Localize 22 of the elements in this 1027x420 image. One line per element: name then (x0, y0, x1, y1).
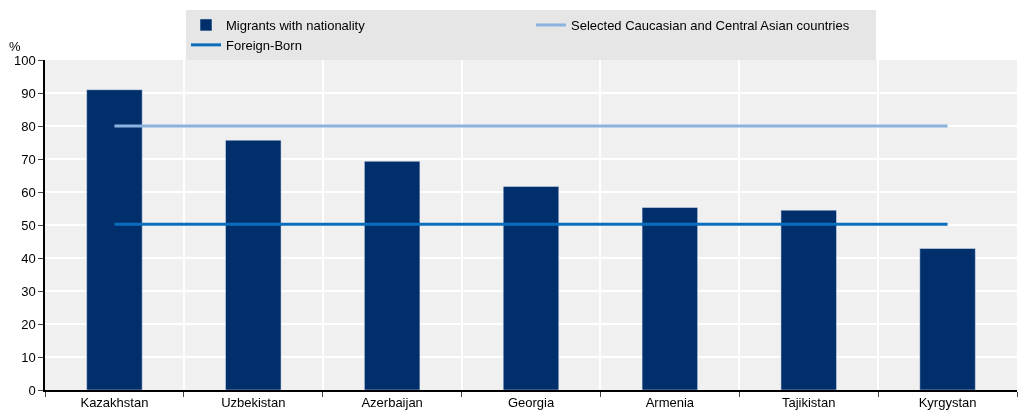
x-tick-label: Armenia (645, 395, 695, 411)
legend-label: Foreign-Born (226, 37, 302, 53)
y-tick-label: 30 (21, 283, 36, 299)
y-tick-label: 10 (21, 349, 36, 365)
y-tick-label: 90 (21, 85, 36, 101)
y-axis-title: % (9, 39, 21, 54)
y-tick-label: 0 (28, 382, 36, 398)
x-tick-label: Kazakhstan (80, 395, 149, 411)
x-tick-label: Tajikistan (781, 395, 836, 411)
y-tick-label: 40 (21, 250, 36, 266)
x-tick-label: Uzbekistan (221, 395, 286, 411)
x-tick-label: Georgia (507, 395, 555, 411)
legend-label: Selected Caucasian and Central Asian countries (571, 18, 850, 34)
y-tick-label: 60 (21, 184, 36, 200)
y-tick-label: 50 (21, 217, 36, 233)
y-tick-label: 70 (21, 151, 36, 167)
legend-label: Migrants with nationality (226, 18, 366, 34)
x-tick-label: Kyrgystan (918, 395, 977, 411)
x-tick-label: Azerbaijan (361, 395, 423, 411)
y-tick-label: 100 (13, 52, 36, 68)
y-tick-label: 80 (21, 118, 36, 134)
y-tick-label: 20 (21, 316, 36, 332)
